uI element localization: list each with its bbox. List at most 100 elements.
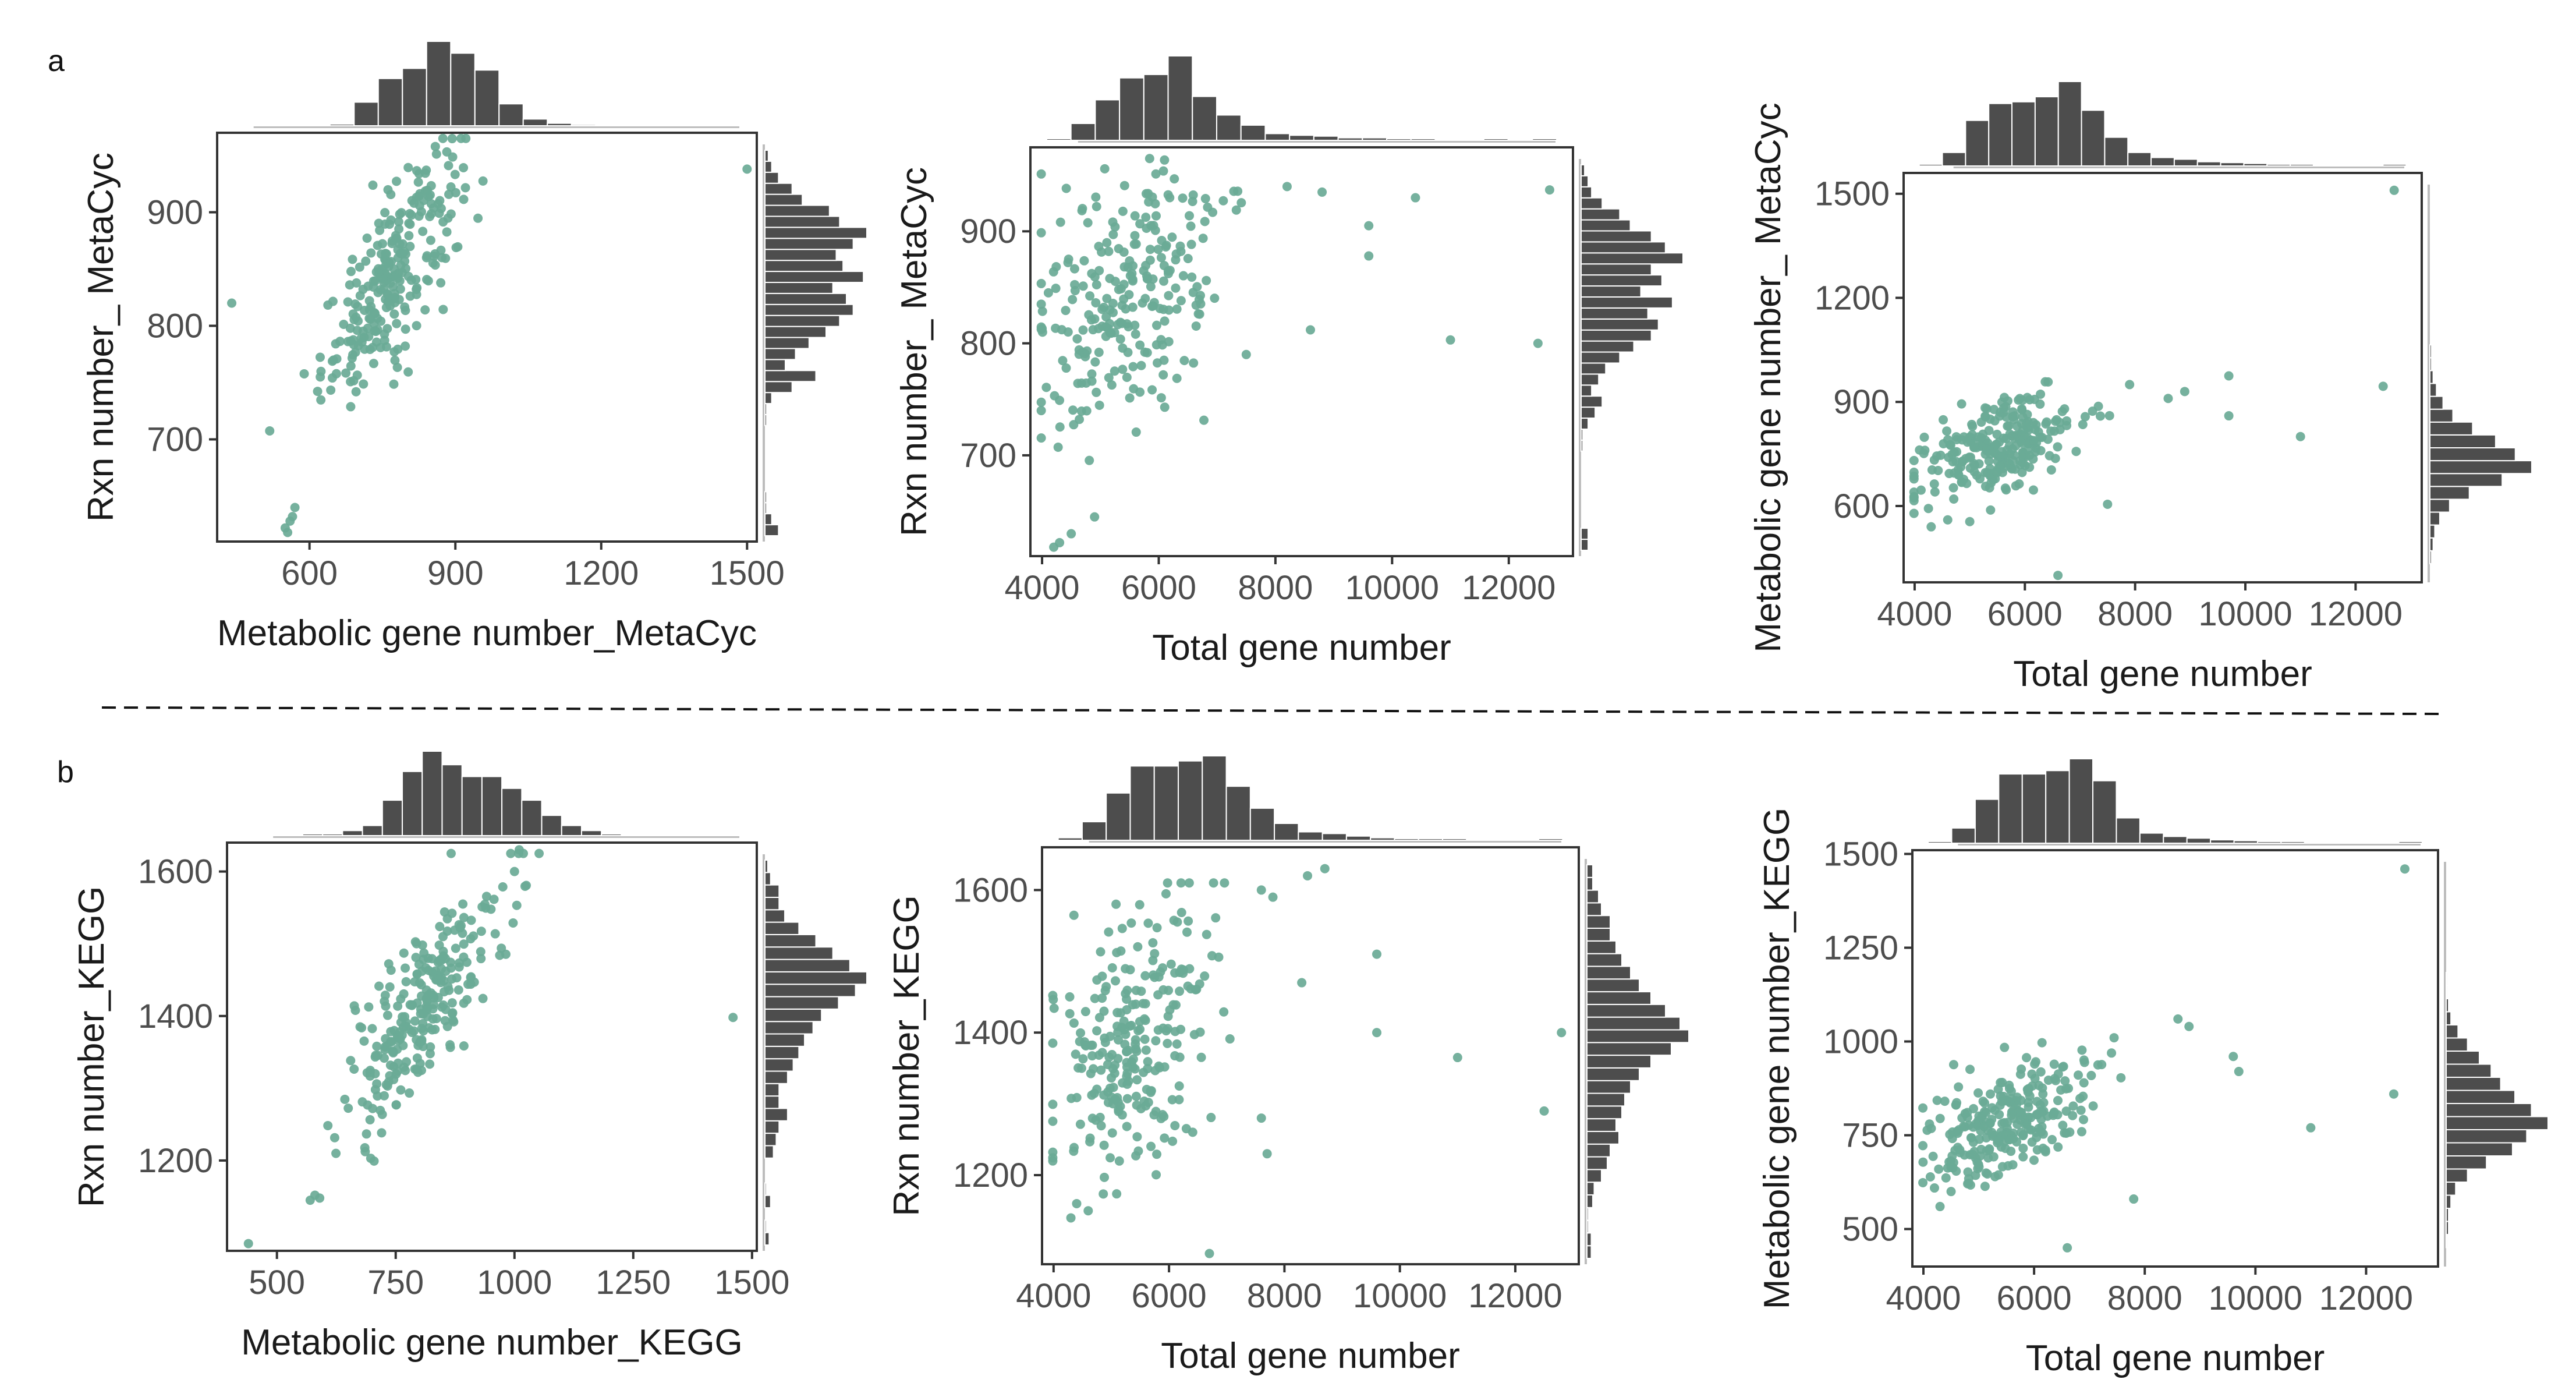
data-point-outlier (1445, 335, 1455, 345)
data-point (1158, 985, 1168, 995)
data-point (489, 894, 499, 904)
data-point (416, 991, 426, 1001)
data-point-outlier (1297, 978, 1307, 988)
data-point-outlier (1303, 871, 1313, 880)
data-point-outlier (1943, 515, 1953, 525)
y-histogram-bar (764, 1120, 780, 1134)
x-histogram-bar (377, 77, 403, 126)
data-point (1146, 1141, 1156, 1151)
data-point (1196, 1052, 1206, 1062)
data-point (1110, 222, 1120, 232)
data-point (1061, 306, 1071, 316)
data-point (1114, 1156, 1124, 1166)
data-point (2062, 420, 2072, 430)
x-tick-label: 1250 (596, 1264, 671, 1301)
y-histogram-bar (1586, 1156, 1608, 1170)
y-histogram-bar (1586, 1105, 1622, 1120)
data-point (1194, 295, 1204, 305)
data-point (1107, 963, 1117, 972)
data-point (1142, 224, 1151, 234)
data-point (431, 1014, 441, 1024)
data-point (1184, 916, 1193, 926)
y-histogram-bar (1586, 953, 1622, 967)
x-tick-label: 6000 (1997, 1279, 2072, 1317)
data-point (1151, 169, 1161, 179)
y-histogram-bar (764, 502, 767, 515)
data-point (388, 1046, 398, 1056)
x-histogram-bar (1143, 73, 1169, 141)
x-histogram-bar (2336, 164, 2361, 167)
x-histogram-bar (2081, 109, 2106, 167)
data-point (1108, 1099, 1118, 1109)
y-histogram-bar (764, 996, 839, 1010)
x-axis-title: Total gene number (1152, 628, 1451, 668)
data-point (394, 217, 403, 227)
x-histogram-bar (640, 834, 662, 837)
data-point (1094, 348, 1104, 358)
data-point (1157, 235, 1167, 245)
data-point (1131, 1039, 1140, 1049)
data-point (377, 1128, 387, 1138)
data-point (1190, 985, 1200, 995)
data-point-outlier (227, 298, 237, 308)
data-point (2046, 465, 2056, 475)
data-point (476, 926, 486, 936)
x-histogram-bar (2150, 157, 2175, 167)
y-tick-label: 800 (147, 307, 203, 345)
data-point (1087, 376, 1097, 386)
data-point (335, 337, 345, 346)
x-histogram-bar (1418, 838, 1443, 841)
x-tick-label: 4000 (1005, 569, 1080, 607)
y-tick-label: 1600 (953, 871, 1028, 909)
data-point (1076, 1028, 1086, 1038)
y-tick-label: 800 (960, 325, 1016, 363)
data-point (1036, 433, 1046, 443)
data-point (2035, 399, 2045, 409)
data-point (399, 247, 409, 257)
data-point (1068, 405, 1078, 415)
y-histogram-bar (1581, 439, 1584, 452)
x-axis-title: Metabolic gene number_MetaCyc (217, 613, 757, 653)
data-point (407, 1000, 417, 1010)
x-histogram-bar (1951, 827, 1976, 844)
y-histogram-bar (764, 513, 773, 526)
x-histogram-bar (1441, 838, 1468, 841)
data-point (438, 951, 448, 961)
x-histogram-bar (281, 125, 307, 126)
data-point (1152, 1150, 1162, 1159)
x-histogram-bar (302, 833, 324, 836)
x-tick-label: 8000 (1247, 1277, 1322, 1315)
data-point (1085, 1133, 1095, 1143)
plot-frame (1041, 846, 1580, 1265)
data-point (2079, 1078, 2089, 1088)
data-point (265, 426, 275, 436)
data-point (1186, 221, 1196, 231)
y-histogram-bar (2429, 460, 2532, 475)
data-point (2074, 1070, 2084, 1080)
data-point (1948, 483, 1958, 493)
data-point (366, 302, 376, 312)
x-histogram-bar (402, 68, 427, 126)
data-point (412, 166, 421, 176)
x-histogram-bar (2290, 164, 2314, 167)
data-point-outlier (1090, 512, 1100, 522)
data-point-outlier (2125, 380, 2135, 390)
data-point (361, 256, 371, 266)
data-point (1207, 951, 1217, 961)
data-point (1209, 878, 1218, 888)
data-point (399, 989, 409, 999)
x-tick-label: 1500 (714, 1264, 789, 1301)
data-point (1200, 971, 1210, 981)
data-point (1994, 1109, 2004, 1119)
data-point (346, 336, 356, 346)
x-histogram-bar (1941, 151, 1966, 167)
y-histogram-bar (1586, 889, 1599, 904)
x-axis-title: Metabolic gene number_KEGG (241, 1322, 743, 1363)
data-point-outlier (1262, 1149, 1272, 1159)
data-point (1102, 238, 1112, 247)
data-point (1158, 166, 1168, 176)
data-point (1947, 450, 1957, 459)
data-point (1135, 387, 1145, 397)
data-point (450, 169, 460, 179)
data-point (1206, 1113, 1216, 1123)
